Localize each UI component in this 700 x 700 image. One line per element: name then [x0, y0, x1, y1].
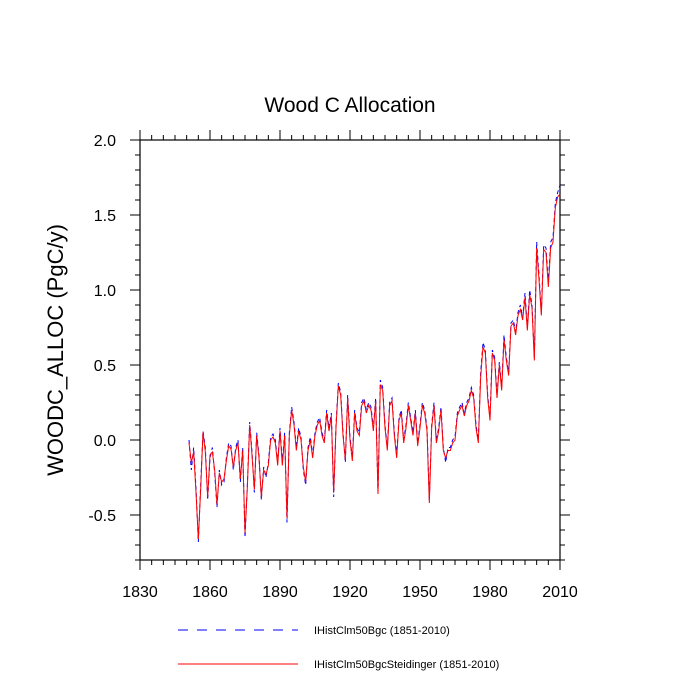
y-tick-label: 0.5 [94, 358, 116, 375]
y-tick-label: 0.0 [94, 433, 116, 450]
y-tick-label: 2.0 [94, 133, 116, 150]
legend: IHistClm50Bgc (1851-2010) IHistClm50BgcSt… [178, 625, 499, 671]
series-line-0 [188, 184, 561, 543]
x-tick-label: 1920 [332, 584, 368, 601]
legend-label-0: IHistClm50Bgc (1851-2010) [314, 625, 450, 637]
x-tick-label: 1860 [192, 584, 228, 601]
x-tick-label: 1890 [262, 584, 298, 601]
x-tick-label: 2010 [542, 584, 578, 601]
plot-frame [139, 139, 561, 561]
tick-group: 1830 1860 1890 1920 1950 1980 2010 2.0 1.5 1.0 0.5… [88, 130, 578, 601]
y-tick-label: -0.5 [88, 508, 116, 525]
series-group [188, 184, 561, 543]
series-line-1 [188, 193, 561, 540]
x-tick-label: 1830 [122, 584, 158, 601]
y-axis-label: WOODC_ALLOC (PgC/y) [43, 224, 68, 476]
x-tick-label: 1980 [472, 584, 508, 601]
chart-title: Wood C Allocation [264, 94, 435, 117]
legend-label-1: IHistClm50BgcSteidinger (1851-2010) [314, 659, 499, 671]
y-tick-label: 1.0 [94, 283, 116, 300]
y-tick-label: 1.5 [94, 208, 116, 225]
x-tick-label: 1950 [402, 584, 438, 601]
